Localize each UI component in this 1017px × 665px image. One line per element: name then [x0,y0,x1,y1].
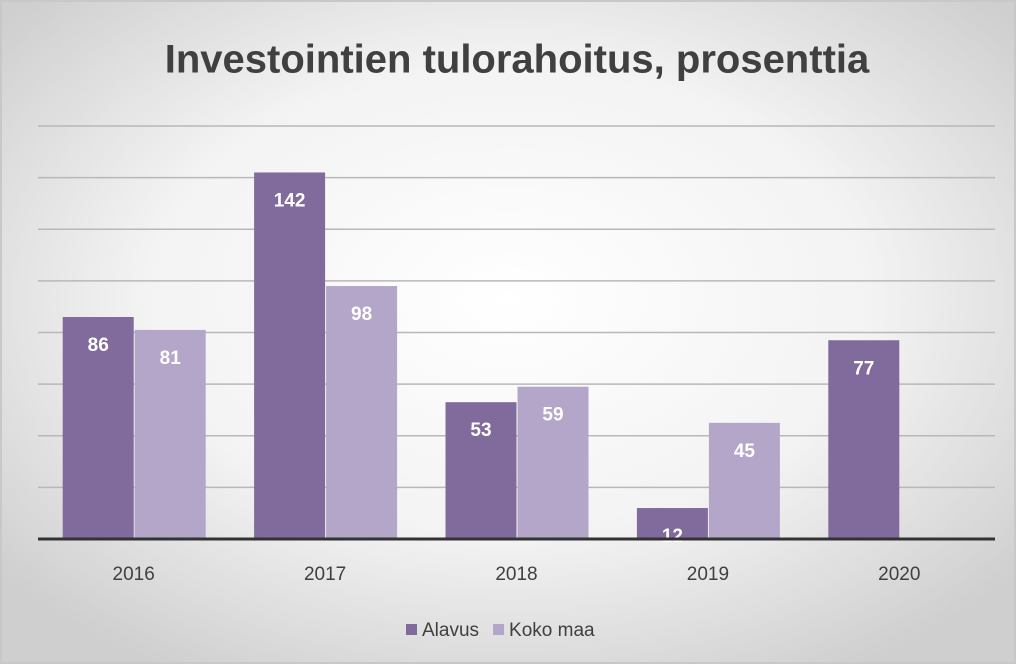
bar [445,402,517,539]
x-tick-label: 2019 [687,564,729,585]
data-label: 12 [662,526,683,547]
x-tick-label: 2016 [113,564,155,585]
data-label: 81 [160,348,182,369]
bar [134,329,206,539]
x-tick-label: 2017 [304,564,346,585]
bar [326,286,398,539]
data-label: 53 [470,420,491,441]
bar [254,172,326,539]
data-label: 45 [734,441,756,462]
bar [708,422,780,539]
data-label: 98 [351,304,372,325]
chart-title: Investointien tulorahoitus, prosenttia [165,38,870,82]
legend-label: Alavus [422,620,479,641]
data-label: 77 [853,358,874,379]
data-label: 86 [88,335,109,356]
bar [636,508,708,539]
bar [517,386,589,539]
data-label: 142 [274,190,306,211]
bar [62,317,134,539]
data-label: 59 [542,405,563,426]
legend-swatch [406,624,417,635]
x-tick-label: 2020 [878,564,920,585]
x-tick-label: 2018 [495,564,537,585]
bar [828,340,900,539]
legend-swatch [493,624,505,635]
legend-label: Koko maa [509,620,595,641]
